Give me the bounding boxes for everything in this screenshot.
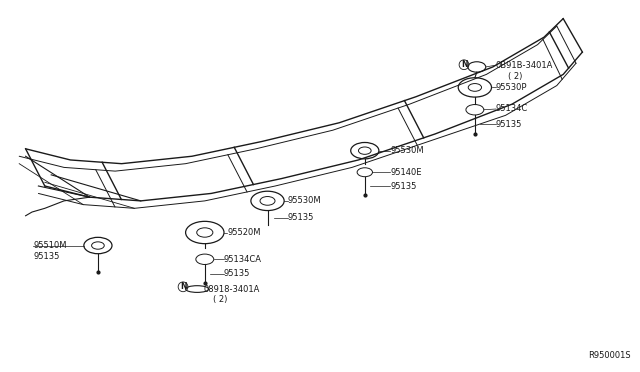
Text: 95134C: 95134C	[496, 105, 528, 113]
Text: 95135: 95135	[496, 120, 522, 129]
Text: R950001S: R950001S	[588, 351, 630, 360]
Text: 95530P: 95530P	[496, 83, 527, 92]
Text: 95140E: 95140E	[390, 168, 422, 177]
Text: 95134CA: 95134CA	[224, 255, 262, 264]
Text: 95520M: 95520M	[227, 228, 260, 237]
Text: ( 2): ( 2)	[508, 72, 522, 81]
Text: 95135: 95135	[390, 182, 417, 190]
Text: 95135: 95135	[33, 252, 60, 261]
Text: 95510M: 95510M	[33, 241, 67, 250]
Text: 0B91B-3401A: 0B91B-3401A	[496, 61, 554, 70]
Text: 95135: 95135	[224, 269, 250, 278]
Text: 95135: 95135	[288, 214, 314, 222]
Text: N: N	[461, 60, 467, 69]
Text: 95530M: 95530M	[288, 196, 322, 205]
Text: 95530M: 95530M	[390, 146, 424, 155]
Text: 08918-3401A: 08918-3401A	[204, 285, 260, 294]
Text: N: N	[180, 282, 186, 291]
Text: ( 2): ( 2)	[213, 295, 227, 304]
